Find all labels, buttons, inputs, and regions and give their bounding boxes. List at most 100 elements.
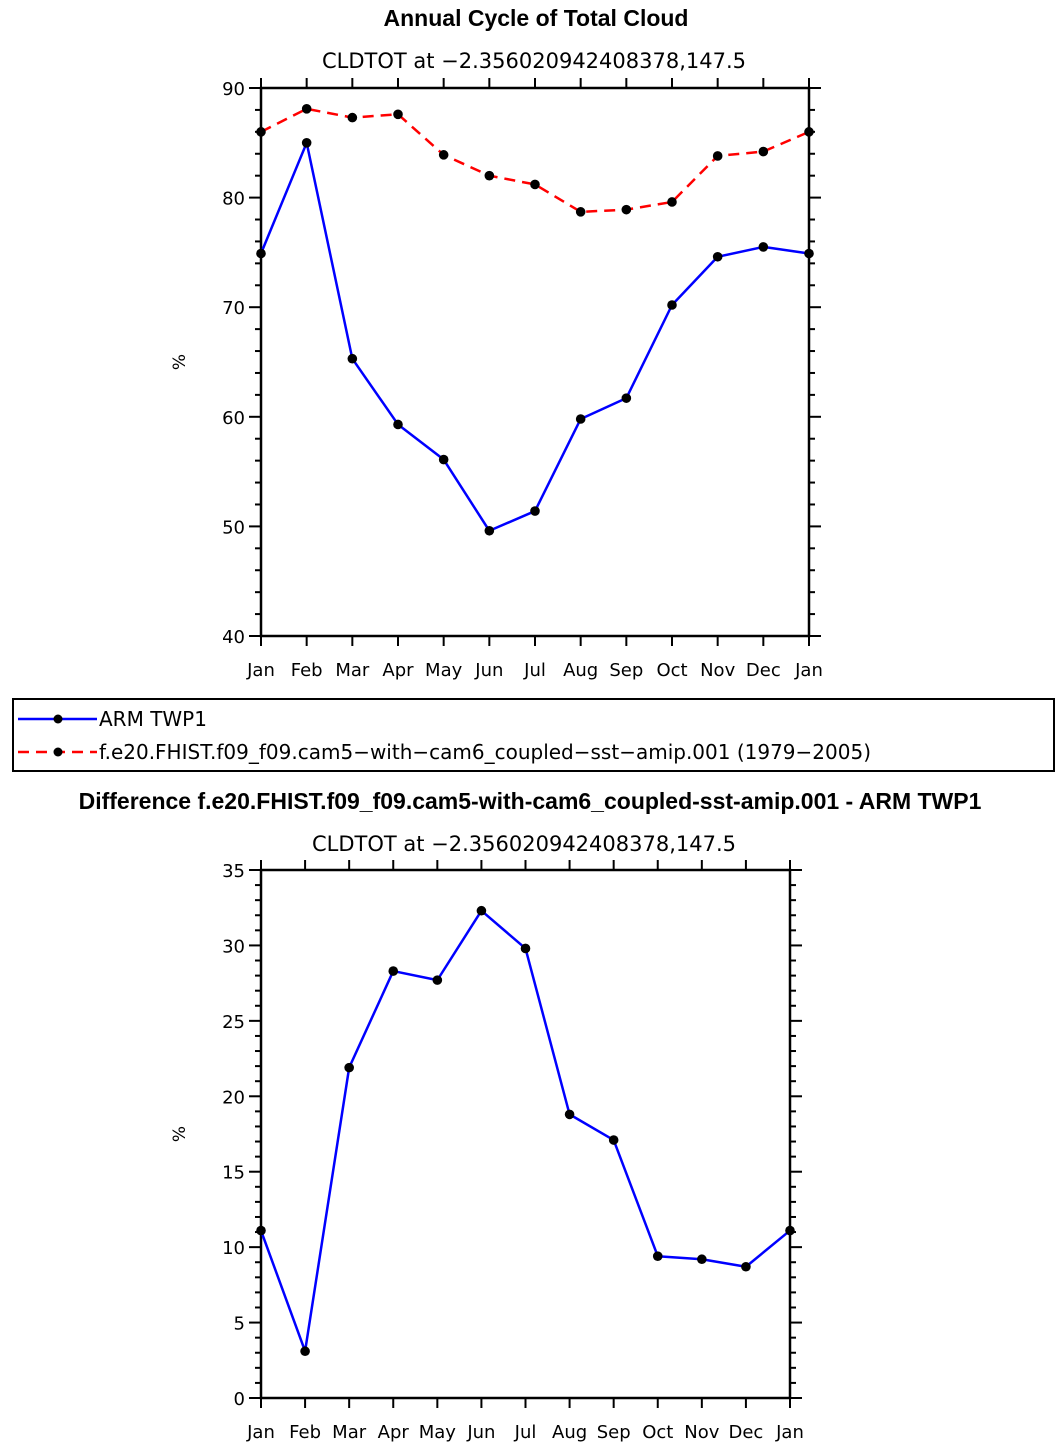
difference-chart: Difference f.e20.FHIST.f09_f09.cam5-with…	[79, 788, 982, 1443]
y-tick-label: 5	[234, 1314, 245, 1335]
series-1-point	[804, 127, 814, 137]
series-0-point	[347, 353, 358, 364]
series-0-point	[301, 138, 312, 148]
legend-label-model: f.e20.FHIST.f09_f09.cam5−with−cam6_coupl…	[99, 740, 871, 764]
x-tick-label: Aug	[563, 660, 598, 681]
x-tick-label: Jan	[246, 1422, 275, 1443]
axes: 40 50 60 70 80 90 Jan Feb Mar Apr May Jun Jul Aug Sep O…	[222, 78, 823, 681]
series-0-point	[484, 525, 495, 536]
x-tick-label: Oct	[656, 660, 687, 681]
y-tick-label: 15	[222, 1163, 245, 1184]
y-tick-label: 35	[222, 861, 245, 882]
y-tick-label: 50	[222, 517, 245, 538]
x-tick-label: Jun	[474, 660, 503, 681]
y-tick-label: 20	[222, 1087, 245, 1108]
y-tick-label: 0	[234, 1389, 245, 1410]
y-tick-label: 90	[222, 79, 245, 100]
x-tick-label: May	[425, 660, 463, 681]
series-0-point	[520, 943, 531, 954]
series-0-point	[621, 393, 632, 403]
series-0-point	[667, 300, 677, 310]
series-0-point	[741, 1261, 751, 1272]
series-0-point	[476, 905, 487, 916]
x-tick-label: Jul	[514, 1422, 537, 1443]
series-1-point	[301, 104, 312, 114]
series-0-point	[758, 242, 769, 252]
x-tick-label: Oct	[642, 1422, 673, 1443]
series-0-point	[393, 419, 403, 430]
chart-subtitle: CLDTOT at −2.356020942408378,147.5	[322, 49, 746, 73]
series-0-point	[608, 1135, 619, 1145]
axes: 0 5 10 15 20 25 30 35 Jan Feb Mar Apr May Jun Jul Aug Se…	[222, 860, 804, 1443]
series-line-1	[260, 107, 810, 214]
y-axis-label: %	[170, 1126, 190, 1142]
y-tick-label: 70	[222, 298, 245, 319]
x-tick-label: Nov	[700, 660, 735, 681]
legend-marker-arm	[53, 714, 63, 724]
x-tick-label: Jan	[246, 660, 275, 681]
series-layer	[256, 905, 795, 1357]
annual-cycle-chart: Annual Cycle of Total Cloud CLDTOT at −2…	[170, 5, 823, 681]
x-tick-label: May	[419, 1422, 457, 1443]
series-1-point	[667, 197, 677, 207]
x-tick-label: Mar	[335, 660, 370, 681]
legend: ARM TWP1 f.e20.FHIST.f09_f09.cam5−with−c…	[12, 698, 1055, 772]
series-0-point	[652, 1251, 663, 1261]
series-0-point	[300, 1346, 310, 1357]
series-0-point	[256, 248, 266, 259]
series-1-point	[393, 109, 403, 120]
series-1-point	[758, 146, 769, 157]
series-0-point	[697, 1254, 707, 1265]
x-tick-label: Apr	[378, 1422, 410, 1443]
series-1-point	[712, 151, 723, 161]
y-axis-label: %	[170, 354, 190, 370]
x-tick-label: Dec	[746, 660, 781, 681]
series-1-point	[621, 204, 632, 215]
x-tick-label: Dec	[728, 1422, 763, 1443]
x-tick-label: Apr	[382, 660, 414, 681]
series-0-point	[564, 1109, 575, 1120]
x-tick-label: Aug	[552, 1422, 587, 1443]
x-tick-label: Nov	[684, 1422, 719, 1443]
series-0-point	[785, 1225, 795, 1236]
chart-title: Difference f.e20.FHIST.f09_f09.cam5-with…	[79, 788, 982, 814]
series-1-point	[438, 150, 449, 160]
y-tick-label: 30	[222, 936, 245, 957]
series-0-point	[432, 975, 443, 985]
x-tick-label: Feb	[291, 660, 323, 681]
chart-subtitle: CLDTOT at −2.356020942408378,147.5	[312, 832, 736, 856]
series-layer	[256, 104, 814, 536]
chart-title: Annual Cycle of Total Cloud	[384, 5, 689, 31]
x-tick-label: Jan	[775, 1422, 804, 1443]
x-tick-label: Sep	[609, 660, 643, 681]
series-0-point	[388, 966, 399, 976]
x-tick-label: Sep	[597, 1422, 631, 1443]
y-tick-label: 80	[222, 189, 245, 210]
series-1-point	[530, 179, 540, 190]
series-1-point	[256, 127, 266, 137]
series-0-point	[804, 248, 814, 259]
series-line-0	[259, 909, 791, 1353]
x-tick-label: Feb	[289, 1422, 321, 1443]
series-0-point	[575, 414, 586, 424]
y-tick-label: 60	[222, 408, 245, 429]
x-tick-label: Jan	[794, 660, 823, 681]
series-1-point	[347, 112, 358, 123]
legend-label-arm: ARM TWP1	[99, 707, 207, 731]
series-0-point	[712, 251, 723, 262]
series-0-point	[530, 506, 540, 516]
y-tick-label: 10	[222, 1238, 245, 1259]
series-0-point	[344, 1062, 354, 1073]
x-tick-label: Jul	[523, 660, 546, 681]
y-tick-label: 40	[222, 627, 245, 648]
series-1-point	[575, 207, 586, 217]
series-line-0	[259, 141, 810, 533]
series-0-point	[256, 1225, 266, 1236]
series-1-point	[484, 170, 495, 181]
plot-frame	[259, 86, 811, 638]
legend-marker-model	[53, 747, 63, 757]
x-tick-label: Mar	[332, 1422, 367, 1443]
x-tick-label: Jun	[466, 1422, 495, 1443]
legend-box	[12, 698, 1055, 772]
